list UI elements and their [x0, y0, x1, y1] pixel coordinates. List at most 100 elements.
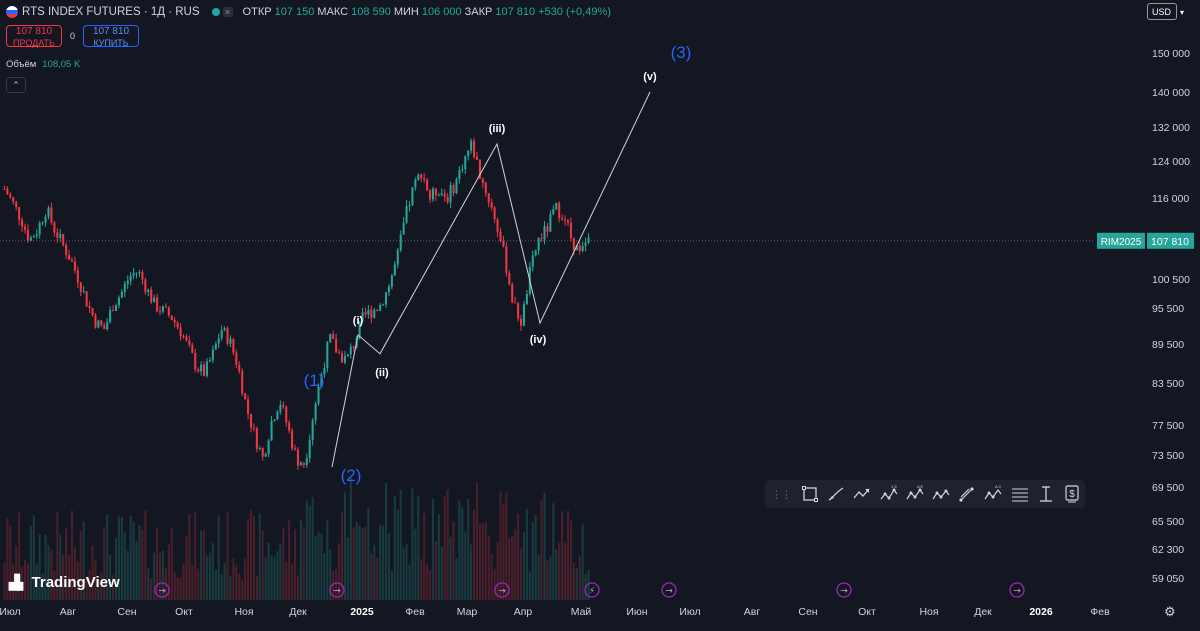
volume-bar	[214, 570, 217, 600]
candle-body	[461, 169, 464, 171]
volume-bar	[340, 512, 344, 600]
elliott-wave-drawing[interactable]	[331, 91, 651, 468]
wave-label-primary[interactable]: (2)	[341, 466, 362, 485]
event-markers[interactable]: → → → ⚡ → → →	[154, 582, 1025, 598]
volume-bar	[373, 544, 376, 600]
collapse-legend-button[interactable]: ⌃	[6, 77, 26, 93]
volume-bar	[91, 545, 94, 600]
volume-bar	[302, 527, 305, 600]
grip-icon[interactable]: ⋮⋮	[771, 488, 792, 501]
candle-body	[91, 308, 94, 316]
wave-label-minor[interactable]: (ii)	[375, 367, 389, 379]
volume-bar	[402, 547, 405, 600]
volume-bar	[311, 496, 314, 600]
buy-price: 107 810	[92, 26, 130, 37]
candle-body	[138, 271, 141, 273]
wave-label-primary[interactable]: (1)	[304, 371, 325, 390]
price-tick: 73 500	[1152, 450, 1184, 462]
wave-label-minor[interactable]: (iii)	[489, 123, 506, 135]
path-icon[interactable]	[849, 480, 875, 508]
volume-bar	[299, 519, 302, 600]
volume-bar	[129, 515, 132, 600]
price-change: +530 (+0,49%)	[538, 6, 611, 18]
text-cursor-icon[interactable]	[1033, 480, 1059, 508]
candle-body	[335, 339, 338, 353]
gear-icon[interactable]: ⚙	[1164, 604, 1176, 619]
close-icon[interactable]: ×	[222, 7, 233, 17]
candle-body	[467, 150, 470, 157]
dividend-icon[interactable]: →	[661, 582, 677, 598]
candle-body	[505, 246, 508, 273]
volume-bar	[546, 560, 549, 600]
tradingview-logo[interactable]: ▟▖ TradingView	[9, 574, 120, 591]
candle-body	[18, 207, 21, 220]
price-tag: RIM2025 107 810	[1097, 232, 1194, 249]
dividend-icon[interactable]: →	[329, 582, 345, 598]
symbol-title[interactable]: RTS INDEX FUTURES · 1Д · RUS	[22, 6, 200, 18]
ohlc-value: 107 810	[495, 6, 536, 18]
volume-bar	[520, 548, 523, 600]
time-tick: Апр	[514, 606, 533, 618]
volume-bar	[156, 528, 159, 600]
candle-body	[561, 218, 564, 220]
volume-bar	[153, 552, 156, 600]
candle-body	[587, 237, 590, 243]
xabcd-pattern-icon[interactable]: A C	[980, 480, 1006, 508]
abcd-pattern-icon[interactable]: 1 5	[876, 480, 902, 508]
candle-body	[176, 322, 179, 328]
currency-select[interactable]: USD	[1147, 3, 1184, 21]
candle-body	[520, 318, 523, 326]
candle-body	[323, 368, 326, 375]
candle-body	[361, 312, 364, 322]
wave-label-primary[interactable]: (3)	[671, 43, 692, 62]
candle-body	[358, 321, 361, 339]
candle-body	[41, 222, 44, 224]
rectangle-icon[interactable]	[797, 480, 823, 508]
price-axis[interactable]: 150 000 140 000 132 000 124 000 116 000 100 5…	[1152, 48, 1190, 585]
candle-body	[114, 305, 118, 311]
dividend-icon[interactable]: →	[1009, 582, 1025, 598]
volume-bar	[258, 513, 261, 600]
wave-label-minor[interactable]: (v)	[643, 71, 657, 83]
wave-label-minor[interactable]: (iv)	[530, 334, 547, 346]
volume-bar	[323, 553, 326, 600]
volume-bar	[217, 515, 220, 600]
candle-body	[79, 282, 82, 293]
volume-bar	[167, 544, 170, 600]
volume-bar	[475, 482, 479, 600]
time-axis[interactable]: Июл Авг Сен Окт Ноя Дек 2025 Фев Мар Апр Май Июн Июл…	[0, 606, 1110, 618]
brush-icon[interactable]	[823, 480, 849, 508]
parallel-channel-icon[interactable]	[954, 480, 980, 508]
candle-body	[161, 306, 164, 312]
volume-bar	[79, 531, 82, 600]
volume-bar	[528, 571, 531, 600]
volume-bar	[382, 525, 385, 600]
volume-bar	[335, 569, 338, 600]
flash-icon[interactable]: ⚡	[584, 582, 600, 598]
candle-body	[217, 338, 220, 344]
elliott-wave-icon[interactable]: A E	[902, 480, 928, 508]
candle-body	[446, 196, 449, 203]
volume-bar	[285, 562, 288, 600]
volume-bar	[203, 530, 206, 600]
volume-bar	[270, 555, 273, 600]
dividend-icon[interactable]: →	[154, 582, 170, 598]
volume-bar	[47, 545, 50, 600]
volume-bar	[411, 488, 414, 600]
dividend-icon[interactable]: →	[494, 582, 510, 598]
volume-bar	[114, 537, 118, 600]
candle-body	[167, 307, 170, 316]
sell-button[interactable]: 107 810 ПРОДАТЬ	[6, 25, 62, 48]
buy-button[interactable]: 107 810 КУПИТЬ	[83, 25, 140, 48]
dividend-icon[interactable]: →	[836, 582, 852, 598]
price-note-icon[interactable]: $	[1059, 480, 1085, 508]
volume-bar	[273, 556, 276, 600]
wave-label-minor[interactable]: (i)	[353, 315, 364, 327]
volume-bar	[429, 570, 432, 600]
volume-bar	[15, 545, 18, 600]
triangle-pattern-icon[interactable]	[928, 480, 954, 508]
volume-bar	[423, 513, 426, 600]
volume-bar	[176, 577, 179, 600]
fib-retracement-icon[interactable]	[1007, 480, 1033, 508]
